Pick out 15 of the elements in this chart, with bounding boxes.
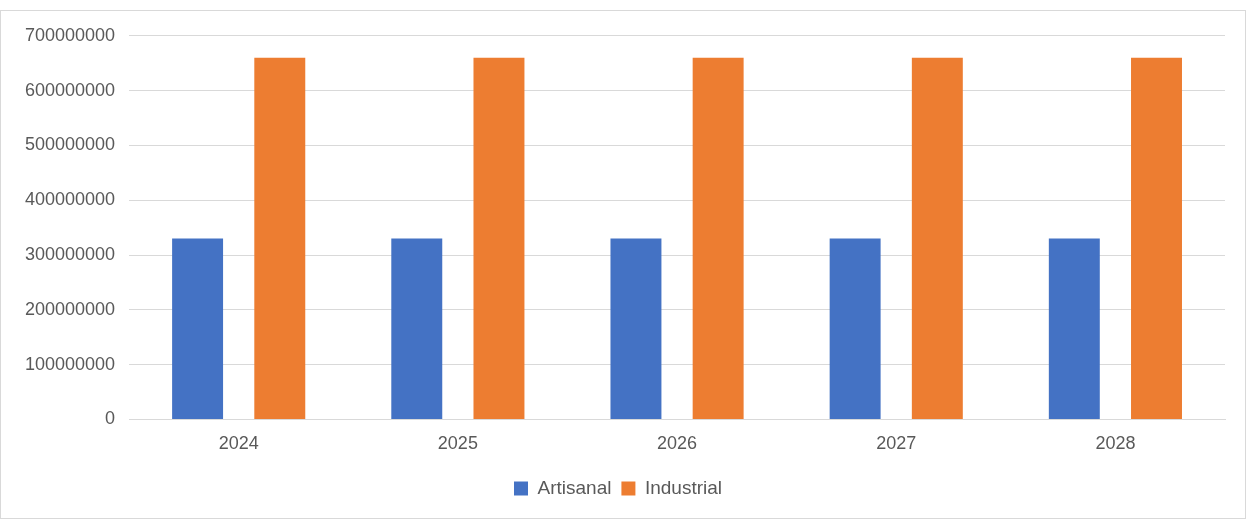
y-tick-label: 0 bbox=[105, 408, 116, 429]
y-tick-label: 700000000 bbox=[24, 24, 116, 45]
legend-label: Industrial bbox=[644, 476, 723, 498]
x-tick-label: 2027 bbox=[876, 433, 917, 454]
y-tick-label: 500000000 bbox=[24, 134, 116, 155]
x-tick-label: 2028 bbox=[1095, 433, 1136, 454]
x-tick-label: 2025 bbox=[437, 433, 478, 454]
y-tick-label: 400000000 bbox=[24, 189, 116, 210]
y-tick-label: 200000000 bbox=[24, 298, 116, 319]
x-tick-label: 2026 bbox=[657, 433, 698, 454]
y-tick-label: 100000000 bbox=[24, 353, 116, 374]
legend-label: Artisanal bbox=[537, 476, 612, 498]
y-tick-label: 300000000 bbox=[24, 243, 116, 264]
x-tick-label: 2024 bbox=[218, 433, 259, 454]
y-tick-label: 600000000 bbox=[24, 79, 116, 100]
